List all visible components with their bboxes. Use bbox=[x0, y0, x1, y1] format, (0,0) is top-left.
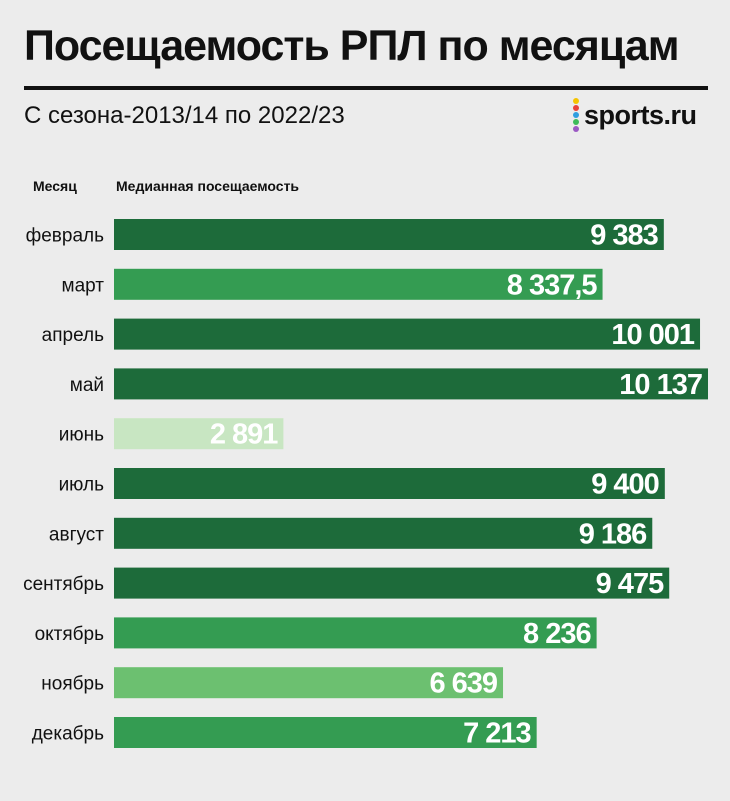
logo-dot bbox=[573, 112, 579, 118]
category-label: май bbox=[70, 375, 104, 396]
logo-dots-icon bbox=[572, 98, 580, 132]
bar bbox=[114, 617, 597, 649]
category-label: август bbox=[49, 524, 104, 545]
bar bbox=[114, 517, 653, 549]
logo-dot bbox=[573, 98, 579, 104]
bar bbox=[114, 368, 708, 400]
category-label: март bbox=[62, 275, 105, 296]
category-label: апрель bbox=[42, 325, 104, 346]
bar-value-label: 8 337,5 bbox=[507, 269, 598, 301]
bar-value-label: 9 400 bbox=[591, 469, 659, 501]
bar-value-label: 9 186 bbox=[579, 518, 647, 550]
bar bbox=[114, 268, 603, 300]
logo-dot bbox=[573, 126, 579, 132]
bar bbox=[114, 567, 670, 599]
category-label: июнь bbox=[59, 425, 104, 446]
bar-value-label: 9 383 bbox=[590, 220, 658, 252]
bar bbox=[114, 418, 284, 450]
category-label: сентябрь bbox=[23, 574, 104, 595]
category-label: июль bbox=[59, 475, 105, 496]
bar-value-label: 9 475 bbox=[596, 568, 664, 600]
title-divider bbox=[24, 86, 708, 90]
bar-value-label: 10 137 bbox=[619, 369, 702, 401]
logo-dot bbox=[573, 119, 579, 125]
value-axis-label: Медианная посещаемость bbox=[116, 178, 300, 194]
bar bbox=[114, 318, 701, 350]
category-axis-label: Месяц bbox=[33, 178, 77, 194]
bar-value-label: 2 891 bbox=[210, 419, 278, 451]
bar bbox=[114, 219, 664, 250]
category-label: октябрь bbox=[35, 624, 105, 645]
category-label: ноябрь bbox=[41, 674, 104, 695]
sports-ru-logo: sports.ru bbox=[572, 98, 697, 132]
bar bbox=[114, 667, 504, 699]
bar-value-label: 10 001 bbox=[611, 319, 695, 351]
logo-dot bbox=[573, 105, 579, 111]
chart-title: Посещаемость РПЛ по месяцам bbox=[24, 22, 680, 70]
category-label: февраль bbox=[26, 226, 105, 247]
bar-value-label: 6 639 bbox=[429, 668, 497, 700]
bar-value-label: 8 236 bbox=[523, 618, 591, 650]
category-label: декабрь bbox=[32, 724, 104, 745]
logo-text: sports.ru bbox=[584, 99, 697, 130]
bar-value-label: 7 213 bbox=[463, 718, 531, 750]
chart-subtitle: С сезона-2013/14 по 2022/23 bbox=[24, 102, 345, 129]
bar bbox=[114, 468, 665, 499]
bar bbox=[114, 717, 537, 748]
